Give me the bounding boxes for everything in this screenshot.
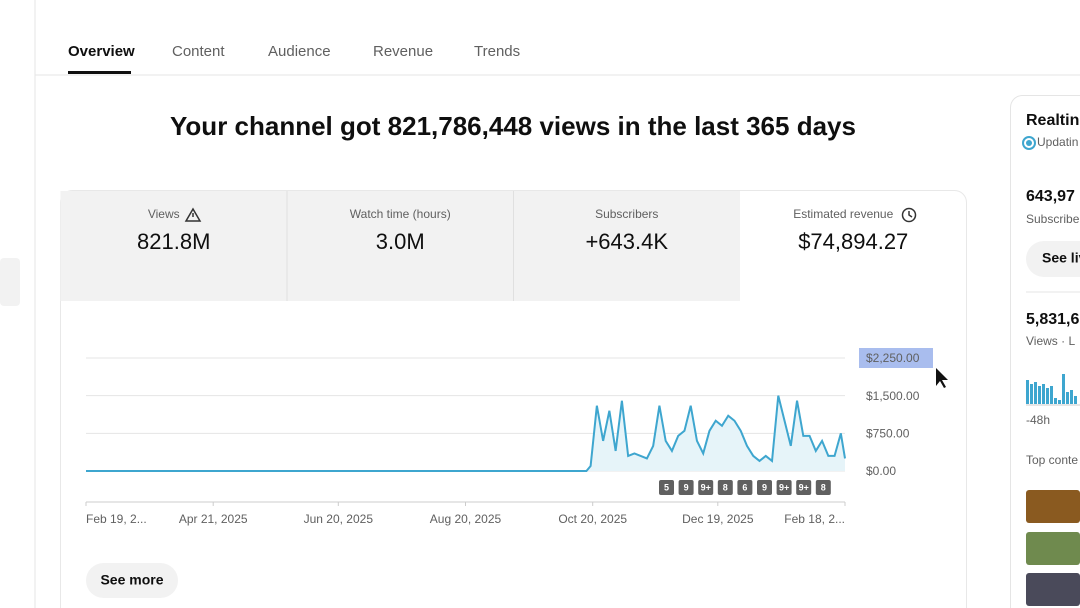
badge-label: 9+ <box>701 482 711 492</box>
badge <box>659 480 674 495</box>
tab[interactable]: Audience <box>268 43 331 60</box>
badge-label: 6 <box>742 482 747 492</box>
badge <box>678 480 694 495</box>
clock-icon <box>901 207 917 223</box>
realtime-axis-label: -48h <box>1026 413 1050 427</box>
see-live-button[interactable] <box>1026 241 1080 277</box>
badge-label: 9 <box>762 482 767 492</box>
metric-value: $74,894.27 <box>798 229 908 254</box>
y-tick-label: $750.00 <box>866 427 910 441</box>
realtime-bar <box>1050 386 1053 404</box>
y-tick-label: $2,250.00 <box>866 351 920 365</box>
realtime-bar <box>1070 390 1073 404</box>
realtime-views-label: Views · L <box>1026 334 1075 348</box>
realtime-bar <box>1026 380 1029 404</box>
badge <box>717 480 733 495</box>
tab[interactable]: Revenue <box>373 43 433 60</box>
realtime-bar <box>1066 392 1069 404</box>
realtime-bar <box>1038 386 1041 404</box>
metric-value: +643.4K <box>585 229 668 254</box>
realtime-bar <box>1034 382 1037 404</box>
badge-label: 8 <box>821 482 826 492</box>
badge <box>796 480 812 495</box>
realtime-bar <box>1074 396 1077 404</box>
tab[interactable]: Content <box>172 43 225 60</box>
badge-label: 9+ <box>799 482 809 492</box>
metric-value: 3.0M <box>376 229 425 254</box>
see-more-button[interactable] <box>86 563 178 598</box>
metric-label: Subscribers <box>595 207 658 221</box>
realtime-bar <box>1042 384 1045 404</box>
realtime-title: Realtin <box>1026 112 1079 129</box>
realtime-bar <box>1054 398 1057 404</box>
see-live-label: See liv <box>1042 250 1080 266</box>
metric-label: Watch time (hours) <box>350 207 451 221</box>
nav-item[interactable] <box>0 258 20 306</box>
see-more-label: See more <box>100 572 163 588</box>
realtime-views: 5,831,6 <box>1026 311 1079 328</box>
tab[interactable]: Overview <box>68 43 135 60</box>
x-tick-label: Apr 21, 2025 <box>179 512 248 526</box>
realtime-bar <box>1062 374 1065 404</box>
badge <box>815 480 831 495</box>
tick-highlight <box>859 348 933 368</box>
metric-tile <box>60 191 287 301</box>
cursor <box>936 368 948 388</box>
clock-hands <box>908 211 913 218</box>
headline: Your channel got 821,786,448 views in th… <box>170 111 856 141</box>
x-tick-label: Oct 20, 2025 <box>558 512 627 526</box>
tab-underline <box>68 71 131 74</box>
top-content-label: Top conte <box>1026 453 1078 467</box>
badge-label: 9 <box>684 482 689 492</box>
realtime-subs: 643,97 <box>1026 188 1075 205</box>
realtime-status: Updatin <box>1037 135 1078 149</box>
tab[interactable]: Trends <box>474 43 520 60</box>
metric-label: Estimated revenue <box>793 207 893 221</box>
thumbnail[interactable] <box>1026 490 1080 523</box>
warning-icon <box>184 207 202 222</box>
badge-label: 5 <box>664 482 669 492</box>
live-dot <box>1026 140 1032 146</box>
x-tick-label: Aug 20, 2025 <box>430 512 502 526</box>
live-icon <box>1022 136 1036 150</box>
metric-value: 821.8M <box>137 229 210 254</box>
realtime-bar <box>1030 384 1033 404</box>
y-tick-label: $0.00 <box>866 464 896 478</box>
metric-tile <box>513 191 740 301</box>
thumbnail[interactable] <box>1026 532 1080 565</box>
realtime-subs-label: Subscribe <box>1026 212 1080 226</box>
badge <box>698 480 714 495</box>
badge-label: 9+ <box>779 482 789 492</box>
realtime-bar <box>1046 388 1049 404</box>
badge-label: 8 <box>723 482 728 492</box>
metric-label: Views <box>148 207 180 221</box>
x-tick-label: Feb 19, 2... <box>86 512 147 526</box>
line <box>86 395 846 472</box>
badge <box>776 480 792 495</box>
metric-tile <box>287 191 514 301</box>
realtime-card <box>1010 95 1080 608</box>
badge <box>757 480 772 495</box>
area <box>86 395 845 471</box>
x-tick-label: Jun 20, 2025 <box>304 512 374 526</box>
x-tick-label: Dec 19, 2025 <box>682 512 754 526</box>
badge <box>737 480 753 495</box>
thumbnail[interactable] <box>1026 573 1080 606</box>
x-tick-label: Feb 18, 2... <box>784 512 845 526</box>
y-tick-label: $1,500.00 <box>866 389 920 403</box>
realtime-bar <box>1058 400 1061 404</box>
